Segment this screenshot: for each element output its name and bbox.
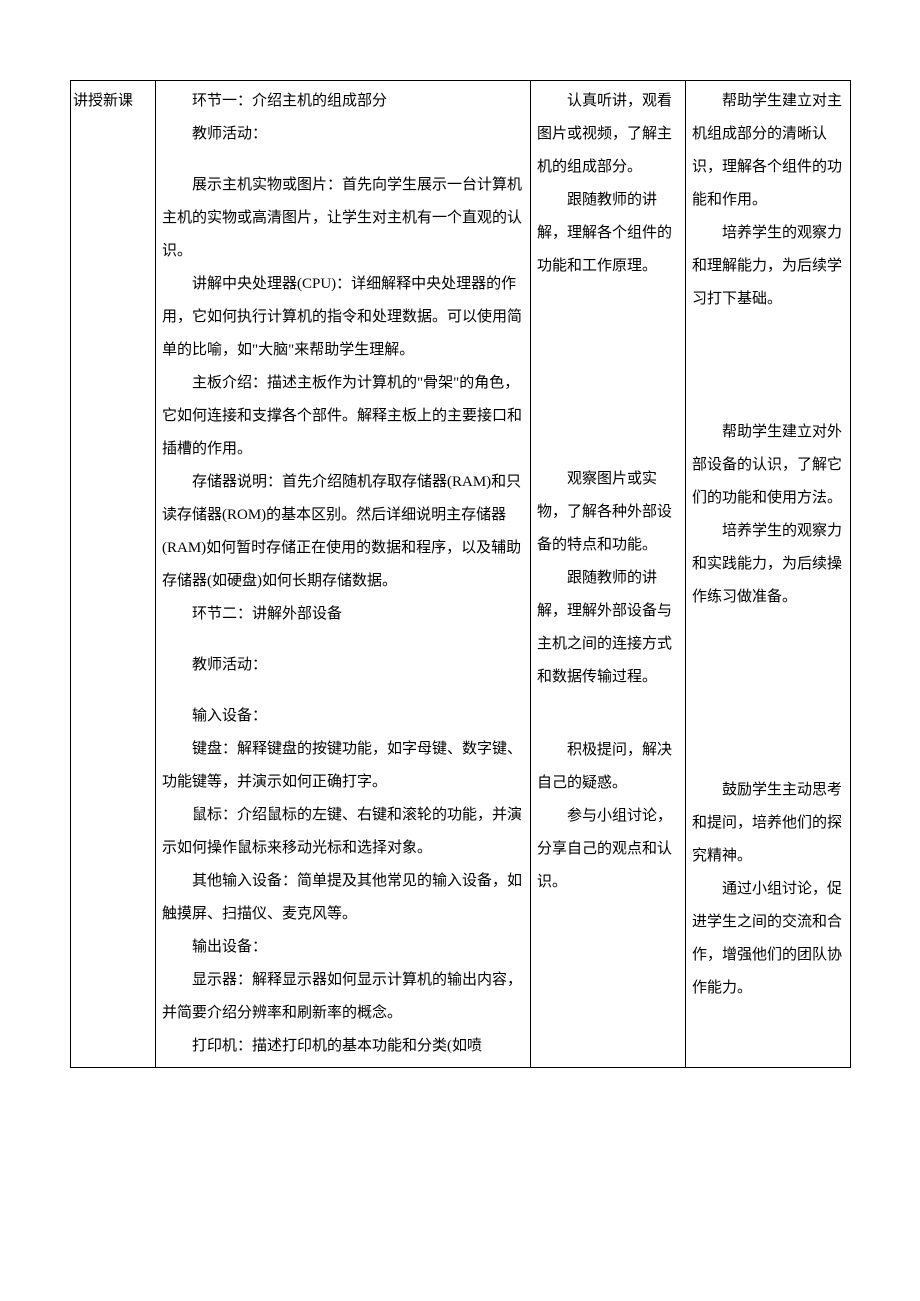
intent-para: 帮助学生建立对外部设备的认识，了解它们的功能和使用方法。 (688, 416, 848, 515)
intent-para: 培养学生的观察力和理解能力，为后续学习打下基础。 (688, 217, 848, 316)
input-label: 输入设备： (158, 700, 528, 733)
spacer (158, 631, 528, 649)
teacher-para: 打印机：描述打印机的基本功能和分类(如喷 (158, 1030, 528, 1063)
teacher-para: 主板介绍：描述主板作为计算机的"骨架"的角色，它如何连接和支撑各个部件。解释主板… (158, 367, 528, 466)
student-para: 积极提问，解决自己的疑惑。 (533, 734, 683, 800)
table-row: 讲授新课 环节一：介绍主机的组成部分 教师活动： 展示主机实物或图片：首先向学生… (71, 81, 851, 1068)
spacer (533, 694, 683, 734)
design-intent-cell: 帮助学生建立对主机组成部分的清晰认识，理解各个组件的功能和作用。 培养学生的观察… (686, 81, 851, 1068)
student-para: 跟随教师的讲解，理解各个组件的功能和工作原理。 (533, 184, 683, 283)
output-label: 输出设备： (158, 931, 528, 964)
student-para: 观察图片或实物，了解各种外部设备的特点和功能。 (533, 463, 683, 562)
teacher-para: 鼠标：介绍鼠标的左键、右键和滚轮的功能，并演示如何操作鼠标来移动光标和选择对象。 (158, 799, 528, 865)
teacher-para: 存储器说明：首先介绍随机存取存储器(RAM)和只读存储器(ROM)的基本区别。然… (158, 466, 528, 598)
lesson-plan-table: 讲授新课 环节一：介绍主机的组成部分 教师活动： 展示主机实物或图片：首先向学生… (70, 80, 851, 1068)
document-page: 讲授新课 环节一：介绍主机的组成部分 教师活动： 展示主机实物或图片：首先向学生… (0, 0, 920, 1108)
intent-para: 通过小组讨论，促进学生之间的交流和合作，增强他们的团队协作能力。 (688, 873, 848, 1005)
spacer (533, 283, 683, 463)
stage-label: 讲授新课 (73, 93, 133, 109)
teacher-label: 教师活动： (158, 118, 528, 151)
spacer (688, 316, 848, 416)
spacer (158, 151, 528, 169)
teacher-activity-cell: 环节一：介绍主机的组成部分 教师活动： 展示主机实物或图片：首先向学生展示一台计… (156, 81, 531, 1068)
teacher-para: 键盘：解释键盘的按键功能，如字母键、数字键、功能键等，并演示如何正确打字。 (158, 733, 528, 799)
section1-title: 环节一：介绍主机的组成部分 (158, 85, 528, 118)
spacer (158, 682, 528, 700)
student-para: 认真听讲，观看图片或视频，了解主机的组成部分。 (533, 85, 683, 184)
student-activity-cell: 认真听讲，观看图片或视频，了解主机的组成部分。 跟随教师的讲解，理解各个组件的功… (531, 81, 686, 1068)
intent-para: 帮助学生建立对主机组成部分的清晰认识，理解各个组件的功能和作用。 (688, 85, 848, 217)
section2-title: 环节二：讲解外部设备 (158, 598, 528, 631)
intent-para: 鼓励学生主动思考和提问，培养他们的探究精神。 (688, 774, 848, 873)
student-para: 参与小组讨论，分享自己的观点和认识。 (533, 800, 683, 899)
teacher-para: 展示主机实物或图片：首先向学生展示一台计算机主机的实物或高清图片，让学生对主机有… (158, 169, 528, 268)
intent-para: 培养学生的观察力和实践能力，为后续操作练习做准备。 (688, 515, 848, 614)
teacher-para: 显示器：解释显示器如何显示计算机的输出内容，并简要介绍分辨率和刷新率的概念。 (158, 964, 528, 1030)
student-para: 跟随教师的讲解，理解外部设备与主机之间的连接方式和数据传输过程。 (533, 562, 683, 694)
stage-cell: 讲授新课 (71, 81, 156, 1068)
teacher-para: 讲解中央处理器(CPU)：详细解释中央处理器的作用，它如何执行计算机的指令和处理… (158, 268, 528, 367)
spacer (688, 614, 848, 774)
teacher-label: 教师活动： (158, 649, 528, 682)
teacher-para: 其他输入设备：简单提及其他常见的输入设备，如触摸屏、扫描仪、麦克风等。 (158, 865, 528, 931)
